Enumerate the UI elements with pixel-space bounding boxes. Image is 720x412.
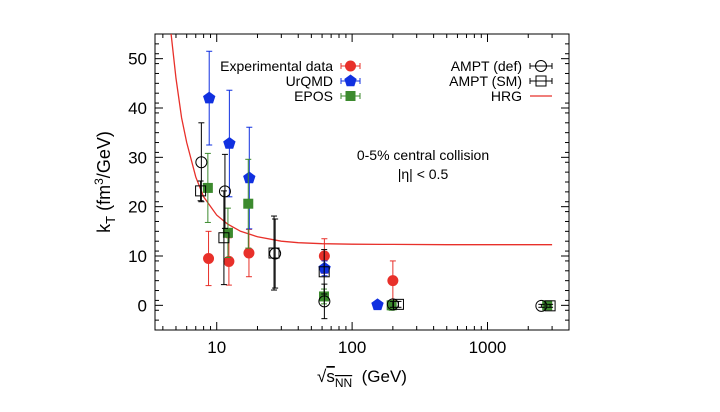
x-tick-label: 1000 [469, 338, 507, 357]
ampt-sm-point [318, 266, 330, 278]
legend-symbol-urqmd [344, 74, 357, 87]
ampt-sm-point [544, 300, 556, 312]
legend-label-urqmd: UrQMD [286, 73, 333, 89]
epos-point [386, 300, 397, 311]
legend-label-ampt-sm: AMPT (SM) [449, 73, 522, 89]
y-tick-label: 0 [138, 296, 147, 315]
legend-label-ampt-def: AMPT (def) [451, 58, 522, 74]
urqmd-point [223, 137, 236, 149]
y-axis-label-sub: T [103, 216, 118, 224]
legend-left: Experimental data UrQMD EPOS [220, 58, 361, 104]
y-tick-label: 40 [128, 99, 147, 118]
experimental-data-point [203, 252, 215, 264]
ampt-sm-point [392, 298, 404, 310]
epos-point [202, 182, 213, 193]
x-axis-label: √sNN (GeV) [317, 367, 407, 390]
urqmd-point [243, 171, 256, 184]
x-axis-label-sub: NN [335, 376, 352, 390]
legend-symbol-ampt-def [535, 60, 547, 72]
y-tick-label: 20 [128, 198, 147, 217]
legend-label-epos: EPOS [294, 88, 333, 104]
legend-symbol-epos [345, 91, 356, 101]
y-axis-label-units-a: (fm [94, 185, 114, 216]
urqmd-point [371, 298, 384, 311]
y-axis-label: kT (fm3/GeV) [92, 131, 118, 233]
x-axis-label-root: √ [317, 367, 327, 386]
annotation-centrality: 0-5% central collision [357, 147, 489, 163]
ampt-sm-point [195, 185, 207, 197]
y-axis-label-main: k [94, 223, 114, 233]
urqmd-point [203, 91, 216, 104]
legend-label-hrg: HRG [491, 88, 522, 104]
epos-point [243, 198, 254, 209]
y-tick-label: 50 [128, 50, 147, 69]
experimental-data-point [223, 255, 235, 267]
y-axis-label-sup: 3 [92, 178, 106, 185]
x-axis-label-units: (GeV) [352, 367, 407, 386]
ampt-sm-point [218, 232, 230, 244]
ampt-def-point [318, 295, 331, 308]
legend-label-experimental: Experimental data [220, 58, 333, 74]
annotation-eta: |η| < 0.5 [398, 166, 449, 182]
ampt-def-point [218, 185, 231, 198]
x-tick-label: 10 [207, 338, 226, 357]
x-axis-label-main: s [326, 367, 335, 386]
ampt-sm-point [268, 247, 280, 259]
ampt-def-point [195, 156, 208, 169]
y-axis-label-units-b: /GeV) [94, 131, 114, 178]
y-tick-label: 30 [128, 148, 147, 167]
ampt-def-point [535, 299, 548, 312]
experimental-data-point [387, 275, 399, 287]
y-tick-label: 10 [128, 247, 147, 266]
legend-symbol-experimental [345, 60, 356, 72]
experimental-data-point [243, 247, 255, 259]
legend-symbol-ampt-sm [535, 75, 547, 87]
x-tick-label: 100 [338, 338, 366, 357]
legend-right: AMPT (def) AMPT (SM) HRG [449, 58, 553, 104]
